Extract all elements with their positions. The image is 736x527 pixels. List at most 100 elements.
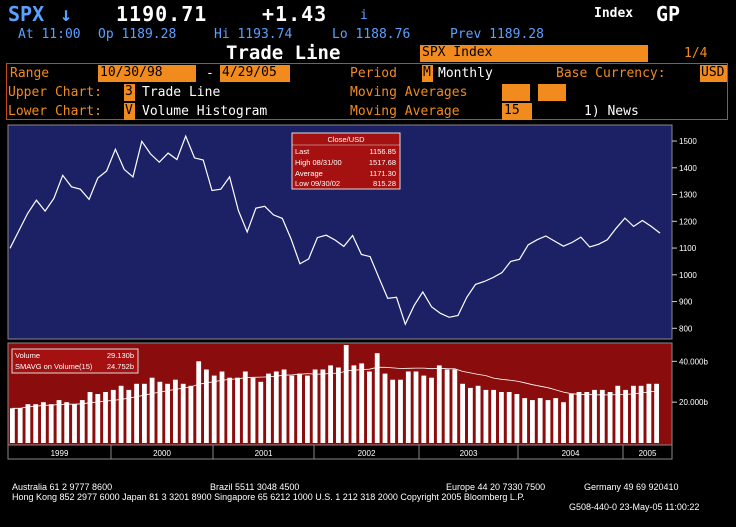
- moving-average-label: Moving Average: [350, 104, 460, 119]
- upper-chart-code-field[interactable]: 3: [124, 84, 135, 101]
- footer-contacts-line2: Hong Kong 852 2977 6000 Japan 81 3 3201 …: [12, 492, 525, 502]
- volume-bar: [576, 392, 582, 443]
- volume-bar: [142, 383, 147, 443]
- volume-bar: [553, 398, 559, 443]
- volume-bar: [398, 379, 403, 443]
- volume-bar: [64, 402, 70, 443]
- volume-bar: [522, 398, 528, 443]
- volume-bar: [599, 389, 605, 443]
- info-box-value: 1171.30: [369, 169, 396, 178]
- volume-bar: [374, 353, 380, 443]
- volume-info-box: Volume 29.130b SMAVG on Volume(15) 24.75…: [11, 348, 139, 374]
- volume-bar: [607, 392, 613, 443]
- y-tick-label: 1300: [679, 191, 697, 200]
- volume-bar: [258, 381, 264, 444]
- volume-bar: [219, 371, 225, 443]
- volume-bar: [545, 400, 551, 443]
- index-label: Index: [594, 6, 634, 21]
- x-axis-label: 1999: [51, 449, 69, 458]
- volume-bar: [475, 385, 481, 443]
- volume-bar: [654, 383, 659, 443]
- info-box-label: High 08/31/00: [295, 158, 342, 167]
- ticker-symbol: SPX: [8, 2, 45, 26]
- volume-bar: [312, 369, 318, 443]
- period-value: Monthly: [438, 66, 493, 81]
- price-info-box: Close/USD Last 1156.85 High 08/31/00 151…: [291, 132, 401, 190]
- volume-bar: [584, 392, 590, 443]
- gp-label: GP: [656, 2, 681, 26]
- volume-box-value: 29.130b: [107, 351, 134, 360]
- down-arrow-icon: ↓: [60, 2, 73, 26]
- volume-bar: [623, 389, 628, 443]
- volume-bar: [499, 392, 504, 443]
- moving-average-period-field[interactable]: 15: [502, 103, 532, 120]
- moving-average-2-field[interactable]: [538, 84, 566, 101]
- volume-bar: [79, 400, 85, 443]
- x-axis-label: 2000: [153, 449, 171, 458]
- volume-bar: [638, 385, 644, 443]
- volume-bar: [87, 392, 93, 443]
- news-link[interactable]: 1) News: [584, 104, 639, 119]
- y-tick-label: 900: [679, 298, 693, 307]
- volume-bar: [592, 389, 597, 443]
- y-tick-label: 800: [679, 324, 693, 333]
- volume-bar: [491, 389, 496, 443]
- x-axis-label: 2002: [358, 449, 376, 458]
- volume-box-label: SMAVG on Volume(15): [15, 362, 93, 371]
- page-title: Trade Line: [226, 42, 341, 64]
- upper-chart-label: Upper Chart:: [8, 85, 102, 100]
- volume-bar: [305, 375, 310, 443]
- range-label: Range: [10, 66, 50, 81]
- volume-bar: [10, 408, 15, 443]
- moving-average-1-field[interactable]: [502, 84, 530, 101]
- range-end-field[interactable]: 4/29/05: [220, 65, 290, 82]
- volume-bar: [211, 375, 217, 443]
- volume-bar: [382, 373, 388, 443]
- y-tick-label: 1200: [679, 217, 697, 226]
- volume-bar: [336, 367, 341, 443]
- volume-bar: [266, 373, 271, 443]
- volume-bar: [506, 392, 512, 443]
- volume-box-label: Volume: [15, 351, 40, 360]
- footer-contacts-line1d: Germany 49 69 920410: [584, 482, 679, 492]
- lower-chart-code-field[interactable]: V: [124, 103, 135, 120]
- volume-bar: [351, 365, 357, 443]
- volume-bar: [289, 375, 295, 443]
- volume-bar: [149, 377, 155, 443]
- lower-chart-label: Lower Chart:: [8, 104, 102, 119]
- volume-bar: [421, 375, 427, 443]
- info-box-value: 1517.68: [369, 158, 396, 167]
- volume-bar: [180, 383, 186, 443]
- volume-bar: [390, 379, 396, 443]
- info-box-label: Last: [295, 147, 310, 156]
- volume-bar: [95, 394, 101, 443]
- volume-bar: [405, 371, 411, 443]
- volume-bar: [110, 389, 116, 443]
- volume-bar: [41, 402, 46, 443]
- volume-bar: [297, 373, 302, 443]
- base-currency-label: Base Currency:: [556, 66, 666, 81]
- info-box-title: Close/USD: [327, 135, 365, 144]
- volume-sma-line: [12, 366, 657, 409]
- high-price: Hi 1193.74: [214, 27, 293, 42]
- period-code-field[interactable]: M: [422, 65, 433, 82]
- period-label: Period: [350, 66, 397, 81]
- volume-bar: [328, 365, 333, 443]
- range-start-field[interactable]: 10/30/98: [98, 65, 196, 82]
- volume-bar: [165, 383, 170, 443]
- volume-bar: [343, 345, 349, 443]
- volume-bar: [33, 404, 39, 443]
- volume-box-value: 24.752b: [107, 362, 134, 371]
- base-currency-field[interactable]: USD: [700, 65, 727, 82]
- volume-bar: [452, 369, 458, 443]
- volume-bar: [103, 392, 108, 443]
- volume-bar: [537, 398, 543, 443]
- security-field[interactable]: SPX Index: [420, 45, 648, 62]
- volume-bar: [72, 404, 77, 443]
- volume-bar: [134, 383, 139, 443]
- y-tick-label: 1500: [679, 137, 697, 146]
- volume-bar: [413, 371, 419, 443]
- x-axis-label: 2004: [562, 449, 580, 458]
- lower-chart-value: Volume Histogram: [142, 104, 268, 119]
- prev-close: Prev 1189.28: [450, 27, 544, 42]
